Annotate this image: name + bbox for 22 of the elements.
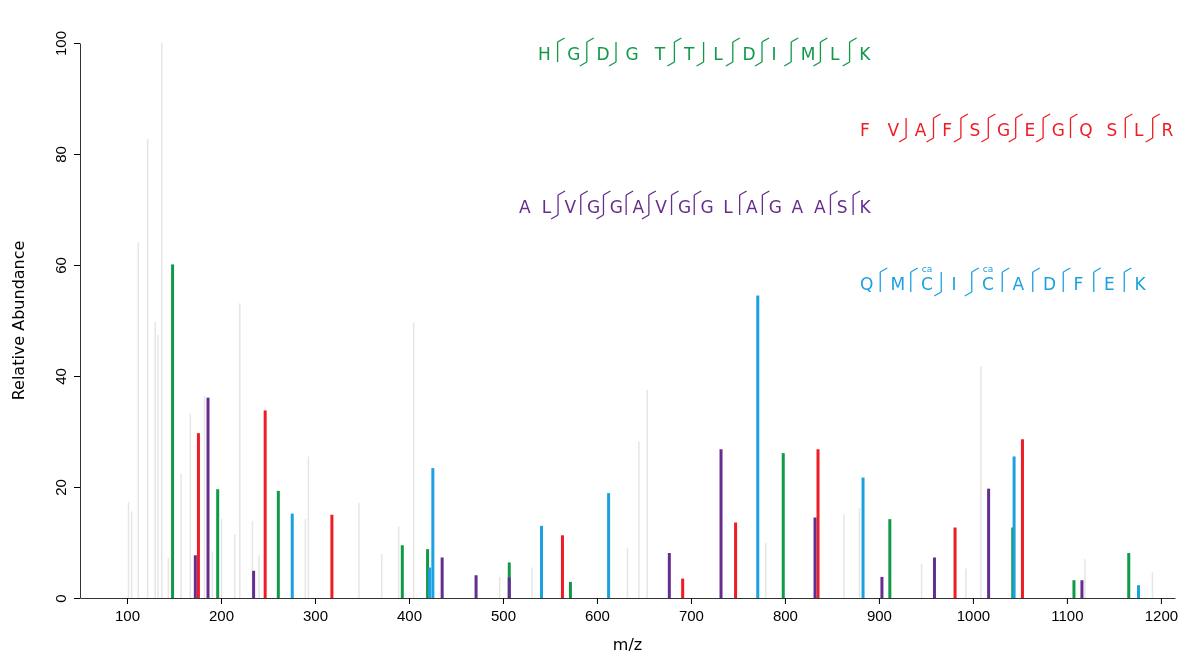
x-tick-label: 400 [396,606,422,624]
x-tick-label: 100 [114,606,141,624]
x-axis-title: m/z [612,635,643,654]
x-tick-label: 1200 [1144,606,1179,624]
y-tick-label: 100 [52,30,69,57]
annotation: ca [982,264,994,274]
x-tick-label: 1000 [956,606,991,624]
x-tick-label: 800 [772,606,798,624]
y-tick-label: 80 [52,146,69,163]
x-tick-label: 200 [208,606,234,624]
annotation: ca [921,264,933,274]
y-tick-label: 20 [52,479,69,496]
y-tick-label: 60 [52,257,69,274]
x-tick-label: 900 [866,606,892,624]
x-tick-label: 300 [302,606,328,624]
x-tick-label: 500 [490,606,516,624]
x-tick-label: 1100 [1051,606,1084,624]
y-tick-label: 0 [52,594,69,603]
x-tick-label: 700 [678,606,704,624]
x-tick-label: 600 [584,606,610,624]
y-tick-label: 40 [52,368,69,385]
y-axis-title: Relative Abundance [9,240,28,401]
